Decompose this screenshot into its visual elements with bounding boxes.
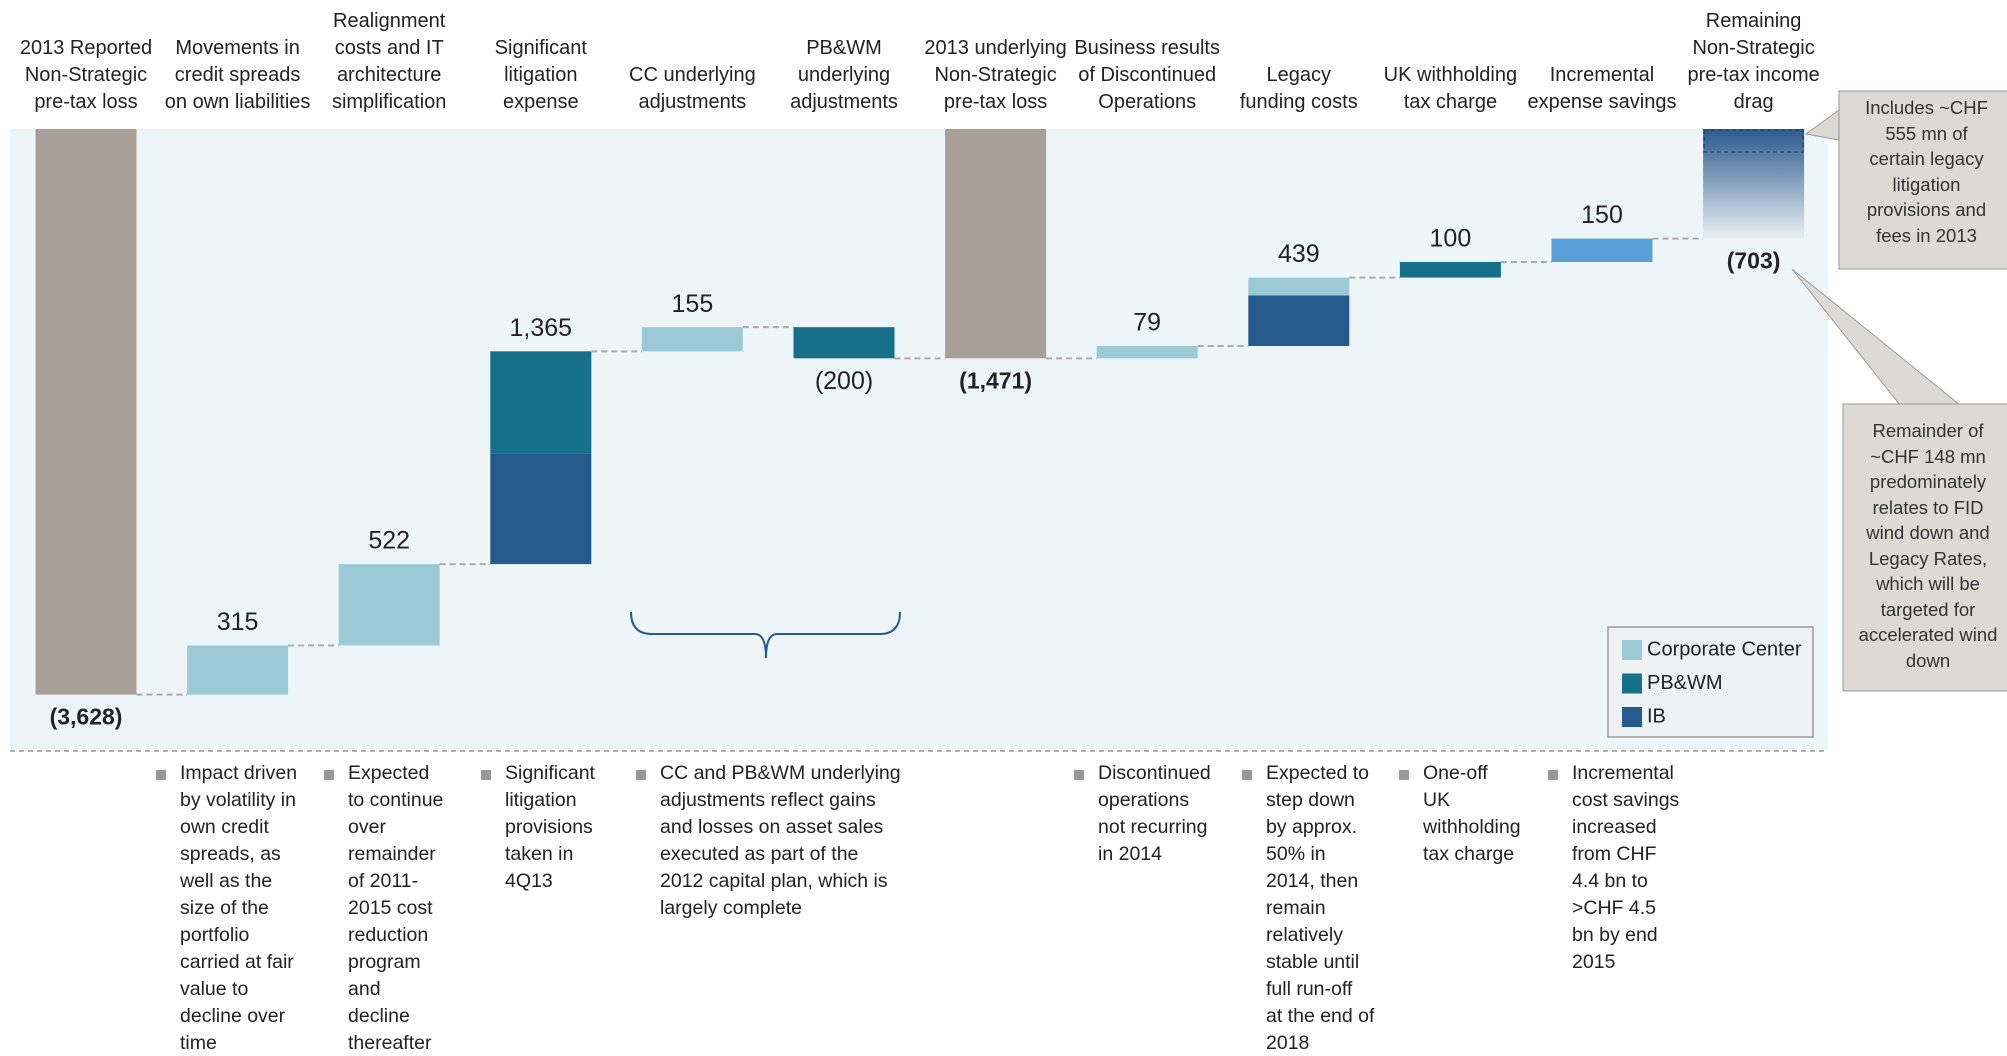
legend-swatch bbox=[1622, 640, 1642, 660]
bar-segment bbox=[793, 327, 895, 359]
category-label: Incremental expense savings bbox=[1527, 64, 1677, 113]
legend-label: PB&WM bbox=[1647, 672, 1723, 694]
note-text: Incremental cost savings increased from … bbox=[1572, 762, 1680, 973]
value-label: 100 bbox=[1430, 225, 1472, 253]
callout-text: Remainder of ~CHF 148 mn predominately r… bbox=[1858, 420, 1998, 671]
note-bullet bbox=[156, 770, 166, 780]
note-bullet bbox=[324, 770, 334, 780]
legend-swatch bbox=[1622, 673, 1642, 694]
value-label: 79 bbox=[1133, 309, 1161, 337]
value-label: 150 bbox=[1581, 201, 1623, 229]
bracket bbox=[630, 611, 901, 659]
bar-segment bbox=[338, 564, 440, 646]
value-label: (200) bbox=[815, 367, 873, 395]
value-label: (3,628) bbox=[50, 704, 123, 730]
legend-box bbox=[1607, 626, 1814, 738]
legend-label: IB bbox=[1647, 705, 1666, 727]
category-label: Legacy funding costs bbox=[1239, 64, 1358, 113]
note-bullet bbox=[1548, 770, 1558, 780]
note-text: CC and PB&WM underlying adjustments refl… bbox=[660, 762, 901, 919]
note-text: Significant litigation provisions taken … bbox=[505, 762, 595, 892]
bar-segment bbox=[1248, 295, 1350, 347]
note-text: Expected to step down by approx. 50% in … bbox=[1266, 762, 1375, 1054]
category-label: Remaining Non-Strategic pre-tax income d… bbox=[1687, 10, 1820, 113]
category-label: 2013 underlying Non-Strategic pre-tax lo… bbox=[924, 37, 1067, 113]
value-label: 522 bbox=[368, 527, 410, 555]
category-label: UK withholding tax charge bbox=[1383, 64, 1518, 113]
note-text: Impact driven by volatility in own credi… bbox=[180, 762, 298, 1054]
callout-text: Includes ~CHF 555 mn of certain legacy l… bbox=[1865, 97, 1988, 246]
note-bullet bbox=[1242, 770, 1252, 780]
bar-segment bbox=[187, 645, 289, 695]
bar-segment bbox=[1096, 346, 1198, 359]
value-label: 439 bbox=[1278, 240, 1320, 268]
category-label: 2013 Reported Non-Strategic pre-tax loss bbox=[19, 37, 153, 113]
bar bbox=[1551, 238, 1653, 262]
category-label: Realignment costs and IT architecture si… bbox=[331, 10, 447, 113]
value-label: (1,471) bbox=[959, 367, 1032, 393]
note-bullet bbox=[1399, 770, 1409, 780]
note-text: Expected to continue over remainder of 2… bbox=[348, 762, 444, 1054]
value-label: 155 bbox=[672, 290, 714, 318]
category-label: Business results of Discontinued Operati… bbox=[1074, 37, 1220, 113]
category-label: CC underlying adjustments bbox=[629, 64, 756, 113]
callout-box bbox=[1842, 403, 2007, 692]
value-label: 1,365 bbox=[510, 314, 573, 342]
category-label: Significant litigation expense bbox=[494, 37, 587, 113]
total-bar bbox=[35, 129, 137, 695]
bar-segment bbox=[490, 453, 592, 565]
total-bar bbox=[945, 129, 1047, 359]
category-label: Movements in credit spreads on own liabi… bbox=[164, 37, 311, 113]
highlight bbox=[1703, 129, 1804, 153]
legend-label: Corporate Center bbox=[1647, 638, 1802, 660]
bar-segment bbox=[490, 351, 592, 454]
callout-box bbox=[1838, 90, 2007, 270]
value-label: 315 bbox=[217, 608, 259, 636]
bar-segment bbox=[1248, 277, 1350, 296]
category-label: PB&WM underlying adjustments bbox=[790, 37, 898, 113]
legend-swatch bbox=[1622, 707, 1642, 727]
note-text: Discontinued operations not recurring in… bbox=[1098, 762, 1211, 865]
plot-area bbox=[10, 129, 1828, 750]
note-bullet bbox=[636, 770, 646, 780]
total-bar bbox=[1703, 129, 1805, 239]
value-label: (703) bbox=[1727, 248, 1781, 274]
bar-segment bbox=[641, 327, 743, 352]
note-bullet bbox=[481, 770, 491, 780]
bar-segment bbox=[1399, 261, 1501, 278]
note-text: One-off UK withholding tax charge bbox=[1423, 762, 1521, 865]
note-bullet bbox=[1074, 770, 1084, 780]
